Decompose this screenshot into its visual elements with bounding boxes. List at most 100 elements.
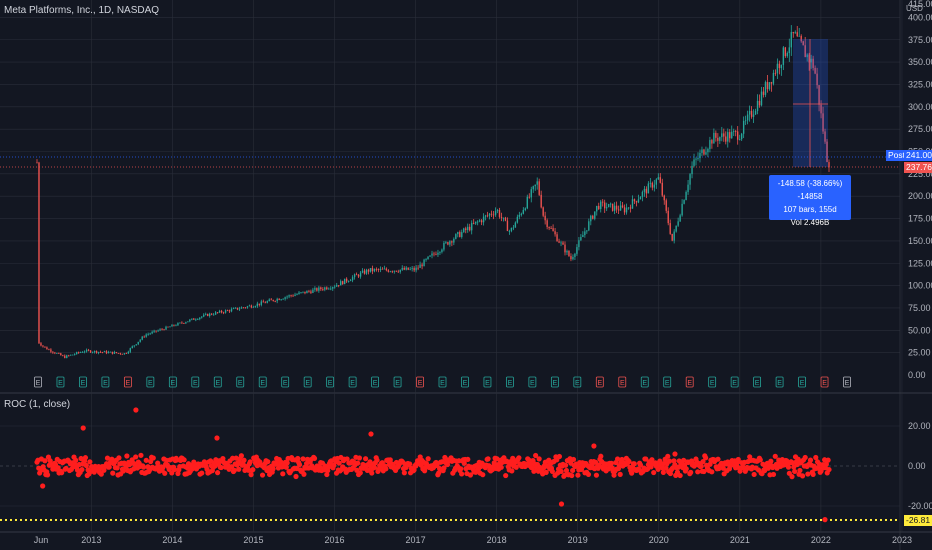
earnings-event-icon[interactable]: E <box>348 376 357 388</box>
roc-point <box>663 465 669 471</box>
earnings-event-icon[interactable]: E <box>168 376 177 388</box>
roc-point <box>150 455 156 461</box>
earnings-event-icon[interactable]: E <box>640 376 649 388</box>
candle-body <box>727 132 729 142</box>
roc-point <box>162 470 168 476</box>
candle-body <box>695 158 697 160</box>
earnings-event-icon[interactable]: E <box>438 376 447 388</box>
candle-body <box>240 307 243 309</box>
candle-body <box>216 312 219 314</box>
candle-body <box>472 222 475 224</box>
time-tick-label: 2021 <box>730 535 750 545</box>
candle-body <box>42 345 44 347</box>
roc-point <box>106 464 112 470</box>
candle-body <box>58 353 60 354</box>
earnings-event-icon[interactable]: E <box>146 376 155 388</box>
candle-body <box>129 348 131 352</box>
candle-body <box>748 110 751 115</box>
earnings-event-icon[interactable]: E <box>213 376 222 388</box>
earnings-event-icon[interactable]: E <box>753 376 762 388</box>
earnings-event-icon[interactable]: E <box>101 376 110 388</box>
candle-body <box>776 63 779 74</box>
candle-body <box>828 162 830 168</box>
candle-body <box>183 323 185 324</box>
candle-body <box>725 136 727 142</box>
earnings-event-icon[interactable]: E <box>56 376 65 388</box>
earnings-event-letter: E <box>238 380 243 387</box>
earnings-event-icon[interactable]: E <box>663 376 672 388</box>
earnings-event-icon[interactable]: E <box>730 376 739 388</box>
price-tick-label: 75.00 <box>908 303 931 313</box>
earnings-event-icon[interactable]: E <box>236 376 245 388</box>
earnings-event-icon[interactable]: E <box>461 376 469 388</box>
earnings-event-icon[interactable]: E <box>79 376 87 388</box>
earnings-event-icon[interactable]: E <box>798 376 806 388</box>
earnings-event-icon[interactable]: E <box>483 376 492 388</box>
candle-body <box>258 303 261 305</box>
candle-body <box>552 228 554 232</box>
roc-point <box>229 464 235 470</box>
candle-body <box>322 289 324 290</box>
earnings-event-icon[interactable]: E <box>506 376 514 388</box>
roc-point <box>247 459 253 465</box>
roc-point <box>355 460 361 466</box>
earnings-event-icon[interactable]: E <box>820 376 829 388</box>
roc-axis[interactable]: 20.00 0.00 -20.00 <box>908 421 932 511</box>
earnings-event-icon[interactable]: E <box>303 376 312 388</box>
candle-body <box>433 253 435 255</box>
candle-body <box>70 354 72 356</box>
roc-point <box>133 454 139 460</box>
candle-body <box>181 322 183 324</box>
earnings-event-icon[interactable]: E <box>123 376 132 388</box>
earnings-event-icon[interactable]: E <box>281 376 290 388</box>
earnings-event-icon[interactable]: E <box>258 376 267 388</box>
earnings-event-frame <box>416 376 424 388</box>
candle-body <box>445 242 447 243</box>
earnings-event-icon[interactable]: E <box>393 376 402 388</box>
earnings-event-icon[interactable]: E <box>416 376 424 388</box>
earnings-event-icon[interactable]: E <box>191 376 200 388</box>
time-axis[interactable]: Jun 2013 2014 2015 2016 2017 2018 2019 2020 2021 2… <box>34 535 912 545</box>
roc-point <box>465 456 471 463</box>
earnings-event-icon[interactable]: E <box>775 376 784 388</box>
earnings-event-icon[interactable]: E <box>708 376 717 388</box>
earnings-event-icon[interactable]: E <box>34 376 42 388</box>
symbol-title[interactable]: Meta Platforms, Inc., 1D, NASDAQ <box>4 5 160 16</box>
earnings-event-icon[interactable]: E <box>371 376 379 388</box>
earnings-event-letter: E <box>732 380 737 387</box>
price-axis[interactable]: 415.00 400.00 375.00 350.00 325.00 300.00 275.… <box>908 0 932 380</box>
earnings-event-icon[interactable]: E <box>528 376 537 388</box>
earnings-event-icon[interactable]: E <box>685 376 694 388</box>
roc-point <box>371 464 378 471</box>
candle-body <box>248 305 251 307</box>
candle-body <box>754 111 757 115</box>
earnings-event-letter: E <box>485 380 490 387</box>
candle-body <box>103 351 106 353</box>
earnings-event-icon[interactable]: E <box>550 376 559 388</box>
earnings-event-letter: E <box>305 380 310 387</box>
roc-point <box>47 458 53 464</box>
candle-body <box>760 91 763 106</box>
candle-body <box>127 351 130 354</box>
candle-body <box>254 306 257 307</box>
earnings-event-icon[interactable]: E <box>618 376 627 388</box>
candle-body <box>486 215 489 217</box>
time-tick-label: 2022 <box>811 535 831 545</box>
indicator-title[interactable]: ROC (1, close) <box>4 399 71 410</box>
candle-body <box>617 209 620 211</box>
earnings-event-icon[interactable]: E <box>573 376 582 388</box>
candle-body <box>564 244 566 253</box>
roc-point <box>735 456 741 463</box>
candle-body <box>574 253 576 257</box>
time-tick-label: Jun <box>34 535 49 545</box>
earnings-event-letter: E <box>620 380 625 387</box>
candle-body <box>97 351 100 353</box>
earnings-event-icon[interactable]: E <box>326 376 335 388</box>
earnings-event-icon[interactable]: E <box>595 376 604 388</box>
earnings-event-frame <box>79 376 87 388</box>
earnings-event-icon[interactable]: E <box>843 376 851 388</box>
candle-body <box>226 310 229 312</box>
